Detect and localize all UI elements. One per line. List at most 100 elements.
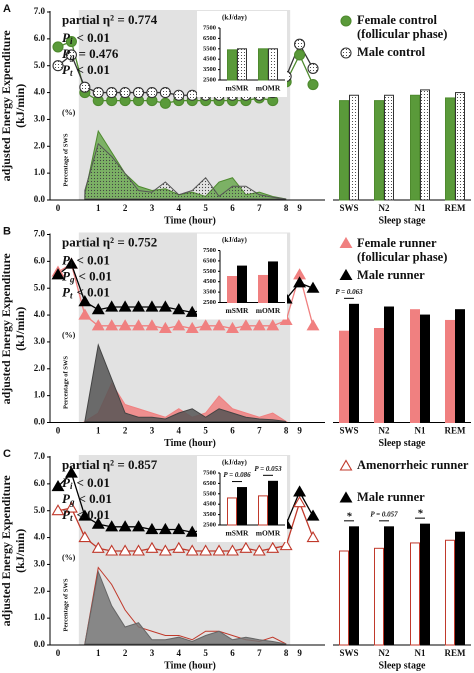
- point: [118, 300, 132, 312]
- bar: [455, 531, 465, 646]
- y-tick-label: 6500: [203, 480, 216, 487]
- x-tick-label: 1: [96, 426, 101, 436]
- p-text: < 0.01: [76, 507, 109, 522]
- bar: [349, 303, 359, 424]
- y-tick-label: 4500: [203, 501, 216, 508]
- point: [173, 89, 185, 101]
- p-symbol: P: [62, 252, 71, 267]
- x-tick-label: mSMR: [226, 306, 249, 315]
- x-tick-label: REM: [445, 426, 467, 436]
- bar: [374, 547, 384, 646]
- point: [118, 520, 132, 532]
- sws-area: [84, 343, 287, 422]
- y-tick-label: 7.0: [34, 6, 46, 16]
- inset-unit: (kJ/day): [222, 236, 248, 244]
- y-tick-label: 4.0: [34, 532, 46, 542]
- legend-label: Amenorrheic runner: [357, 458, 469, 472]
- bar: [374, 328, 384, 423]
- bar: [420, 314, 430, 424]
- y-axis-label: adjusted Energy Expenditure (kJ/min): [0, 252, 27, 404]
- stats-p: Pt < 0.01: [62, 507, 110, 523]
- point: [239, 319, 253, 331]
- p-subscript: t: [70, 291, 73, 301]
- legend-label: Female control (follicular phase): [357, 13, 448, 42]
- p-subscript: g: [69, 497, 75, 507]
- y-tick-label: 5500: [203, 45, 216, 52]
- point: [132, 87, 145, 99]
- point: [119, 87, 131, 99]
- point: [146, 87, 158, 99]
- y-tick-label: 1.0: [34, 390, 46, 400]
- y-tick-label: 3.0: [34, 113, 46, 123]
- x-tick-label: 2: [123, 648, 128, 658]
- bar: [227, 497, 237, 526]
- y-tick-label: 2.0: [34, 363, 46, 373]
- p-subscript: g: [69, 275, 75, 285]
- x-tick-label: 6: [230, 203, 235, 213]
- point: [307, 62, 319, 74]
- point: [65, 35, 77, 48]
- point: [158, 300, 172, 312]
- annotation: *: [346, 510, 352, 522]
- bar: [445, 97, 455, 201]
- bar: [410, 309, 420, 424]
- x-tick-label: mOMR: [256, 529, 281, 538]
- x-tick-label: mOMR: [256, 306, 281, 315]
- point: [199, 544, 213, 556]
- point: [105, 319, 119, 331]
- y-tick-label: 2500: [203, 299, 216, 306]
- x-tick-label: 4: [177, 426, 182, 436]
- point: [51, 479, 65, 492]
- point: [91, 303, 105, 315]
- x-tick-label: 3: [150, 648, 155, 658]
- y-axis-label: adjusted Energy Expenditure (kJ/min): [0, 475, 27, 627]
- bar: [237, 487, 247, 526]
- point: [186, 89, 198, 101]
- x-tick-label: mOMR: [256, 84, 281, 93]
- y-tick-label: 2.0: [34, 140, 46, 150]
- p-subscript: i: [70, 36, 73, 46]
- point: [145, 522, 159, 535]
- legend-marker: [339, 268, 353, 281]
- stats-p: Pg = 0.476: [62, 46, 119, 62]
- stats-effect: partial η² = 0.752: [62, 234, 157, 249]
- x-tick-label: REM: [445, 648, 467, 658]
- y-tick-label: 6500: [203, 35, 216, 42]
- y-tick-label: 5.0: [34, 505, 46, 515]
- y-tick-label: 7.0: [34, 229, 46, 239]
- point: [252, 319, 266, 331]
- x-axis-label: Sleep stage: [379, 660, 427, 671]
- point: [306, 509, 320, 521]
- point: [65, 49, 77, 61]
- y-tick-label: 0.0: [34, 639, 46, 649]
- p-text: < 0.01: [76, 62, 109, 77]
- y-tick-label: 1.0: [34, 167, 46, 177]
- point: [78, 295, 92, 307]
- bar: [410, 542, 420, 646]
- point: [132, 300, 145, 312]
- point: [78, 308, 92, 320]
- point: [239, 541, 253, 553]
- bar: [339, 330, 349, 423]
- x-axis-label: Sleep stage: [379, 215, 427, 226]
- p-subscript: i: [70, 481, 73, 491]
- y-tick-label: 5500: [203, 490, 216, 497]
- x-tick-label: SWS: [339, 426, 358, 436]
- bar: [349, 94, 359, 201]
- p-symbol: P: [62, 62, 71, 77]
- x-tick-label: 6: [230, 648, 235, 658]
- p-symbol: P: [62, 491, 71, 506]
- stats-p: Pi < 0.01: [62, 30, 110, 46]
- bar: [227, 276, 237, 303]
- sws-unit: (%): [62, 108, 76, 117]
- x-tick-label: 7: [257, 426, 262, 436]
- x-tick-label: 0: [56, 203, 61, 213]
- legend-marker: [340, 15, 352, 27]
- p-symbol: P: [62, 46, 71, 61]
- bar: [227, 49, 237, 81]
- p-text: < 0.01: [78, 268, 111, 283]
- bar: [258, 274, 268, 303]
- sws-title: Percentage of SWS: [62, 356, 69, 409]
- point: [172, 319, 186, 331]
